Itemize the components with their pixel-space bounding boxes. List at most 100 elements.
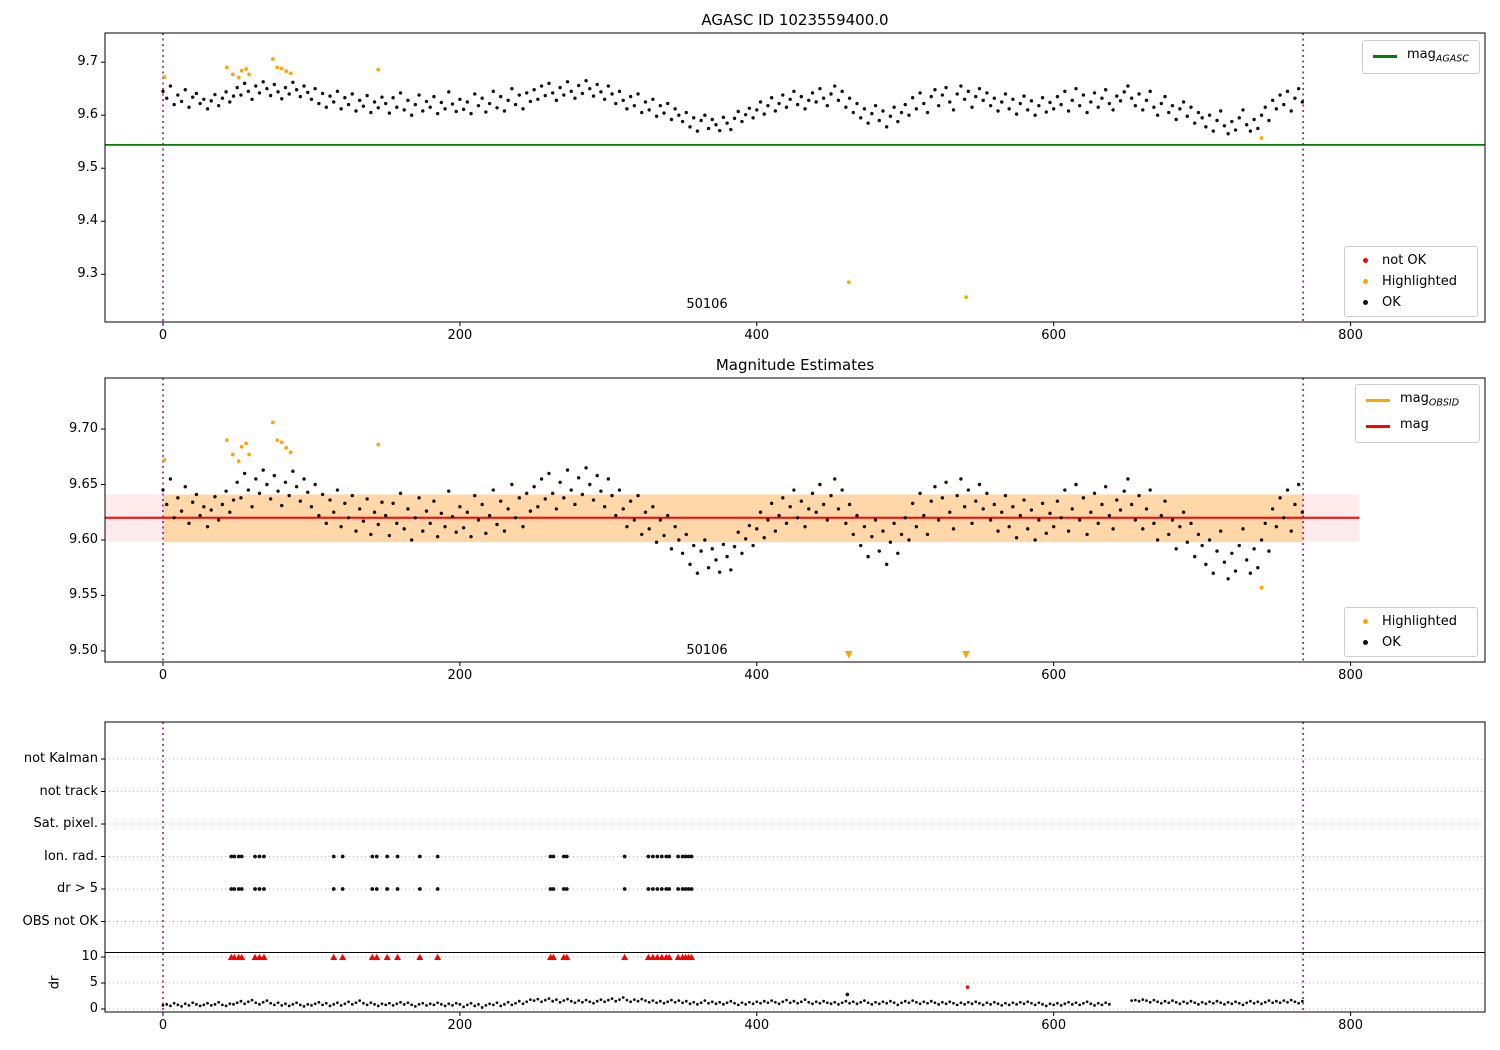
dr-point bbox=[825, 1001, 829, 1005]
mag-point bbox=[346, 102, 351, 107]
flag-mark bbox=[655, 854, 660, 859]
mag-point bbox=[1248, 129, 1253, 133]
x-tick-label: 800 bbox=[1338, 328, 1364, 343]
flag-row-label: dr > 5 bbox=[56, 881, 98, 896]
mag-point bbox=[576, 83, 581, 88]
mag-point bbox=[647, 527, 651, 531]
mag-point bbox=[562, 496, 566, 500]
mag-point bbox=[380, 95, 384, 99]
dr-point bbox=[365, 1003, 369, 1007]
flag-mark bbox=[395, 887, 400, 891]
dr-clip-triangle bbox=[674, 953, 682, 960]
mag-point bbox=[680, 119, 685, 124]
x-tick-label: 800 bbox=[1338, 668, 1364, 683]
legend-item-not-ok: not OK bbox=[1355, 253, 1467, 268]
mag-point bbox=[606, 84, 611, 88]
mag-point bbox=[651, 97, 655, 101]
mag-point bbox=[1070, 98, 1074, 103]
mag-point bbox=[766, 518, 770, 522]
mag-point bbox=[487, 513, 492, 518]
mag-point bbox=[1052, 107, 1056, 111]
mag-point bbox=[936, 518, 941, 522]
mag-point bbox=[602, 504, 607, 509]
dr-point bbox=[1100, 1003, 1104, 1007]
dr-point bbox=[807, 1000, 811, 1004]
mag-point bbox=[907, 538, 911, 542]
mag-point bbox=[922, 513, 926, 518]
flag-row-label: Sat. pixel. bbox=[33, 816, 98, 831]
mag-point bbox=[1167, 110, 1171, 115]
mag-point bbox=[873, 103, 878, 108]
dr-point bbox=[1248, 999, 1252, 1003]
mag-point bbox=[666, 101, 670, 106]
mag-point bbox=[844, 105, 848, 109]
mag-point bbox=[717, 570, 722, 574]
mag-point bbox=[539, 84, 544, 88]
mag-point bbox=[762, 536, 766, 540]
mag-point bbox=[291, 80, 295, 85]
legend-status-top: not OK Highlighted OK bbox=[1344, 246, 1478, 317]
mag-point bbox=[1014, 112, 1019, 116]
mag-point bbox=[974, 94, 978, 99]
dr-point bbox=[1081, 1001, 1085, 1005]
dr-point bbox=[488, 1002, 491, 1006]
flag-mark bbox=[370, 854, 375, 859]
mag-point bbox=[525, 91, 529, 95]
x-tick-label: 0 bbox=[158, 328, 168, 343]
mag-point bbox=[1289, 109, 1293, 113]
mag-point bbox=[803, 524, 807, 529]
dr-point bbox=[324, 1001, 328, 1005]
mag-point bbox=[1300, 100, 1305, 104]
flag-mark bbox=[253, 854, 257, 859]
mag-point bbox=[576, 476, 581, 480]
flag-mark bbox=[229, 887, 234, 891]
dr-clip-triangle bbox=[653, 953, 661, 960]
dr-point bbox=[503, 1002, 506, 1006]
mag-point bbox=[1241, 527, 1245, 531]
mag-point bbox=[424, 509, 429, 513]
dr-point bbox=[432, 1003, 436, 1007]
mag-point bbox=[387, 111, 392, 115]
mag-point bbox=[573, 502, 577, 507]
flag-row-label: OBS not OK bbox=[22, 913, 99, 929]
dr-point bbox=[759, 1001, 762, 1005]
mag-point bbox=[833, 477, 837, 481]
dr-point bbox=[1089, 1002, 1093, 1006]
mag-point bbox=[1259, 113, 1264, 117]
mag-point bbox=[554, 507, 559, 511]
mag-point bbox=[1144, 98, 1149, 103]
flag-mark bbox=[622, 854, 627, 859]
mag-point bbox=[1077, 518, 1082, 522]
legend-item-highlighted: Highlighted bbox=[1355, 274, 1467, 289]
dr-point bbox=[978, 1001, 981, 1005]
mag-point bbox=[435, 534, 440, 539]
mag-point bbox=[328, 94, 332, 98]
x-tick-label: 600 bbox=[1041, 1018, 1067, 1033]
mag-point bbox=[231, 498, 236, 502]
dr-point bbox=[1286, 1000, 1289, 1004]
mag-point bbox=[332, 100, 336, 104]
mag-point bbox=[242, 81, 247, 86]
mag-point bbox=[896, 551, 900, 555]
mag-point bbox=[962, 97, 967, 101]
x-tick-label: 400 bbox=[744, 328, 770, 343]
dr-point bbox=[1078, 1003, 1082, 1007]
mag-point bbox=[1103, 485, 1108, 489]
mag-point bbox=[216, 103, 221, 108]
mag-point bbox=[283, 480, 288, 484]
mag-point bbox=[421, 529, 425, 533]
flag-mark bbox=[374, 854, 379, 859]
mag-point bbox=[1022, 498, 1026, 502]
mag-point bbox=[458, 504, 462, 509]
dr-point bbox=[1152, 998, 1156, 1002]
mag-point bbox=[940, 496, 945, 500]
dr-point bbox=[287, 1004, 291, 1008]
mag-point bbox=[161, 488, 165, 492]
mag-point bbox=[1185, 540, 1190, 544]
mag-point bbox=[1189, 521, 1193, 526]
dr-point bbox=[250, 998, 254, 1002]
mag-point bbox=[254, 84, 258, 88]
dr-point bbox=[684, 999, 688, 1003]
mag-point bbox=[591, 94, 596, 98]
